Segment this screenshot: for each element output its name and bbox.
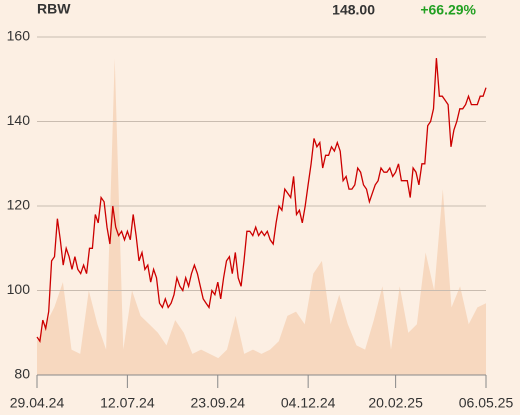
x-tick-label: 29.04.24 [10, 395, 65, 411]
change: +66.29% [420, 2, 476, 18]
x-tick-label: 12.07.24 [100, 395, 155, 411]
chart-title: RBW [37, 1, 71, 17]
y-tick-label: 80 [14, 366, 30, 382]
price-line [36, 58, 487, 343]
y-tick-label: 100 [7, 281, 31, 297]
x-tick-label: 20.02.25 [368, 395, 423, 411]
x-tick-label: 04.12.24 [281, 395, 336, 411]
y-tick-label: 120 [7, 197, 31, 213]
last-price: 148.00 [332, 2, 375, 18]
y-tick-label: 140 [7, 112, 31, 128]
y-tick-label: 160 [7, 28, 31, 44]
x-tick-label: 23.09.24 [191, 395, 246, 411]
x-tick-label: 06.05.25 [459, 395, 514, 411]
volume-area [37, 58, 486, 375]
